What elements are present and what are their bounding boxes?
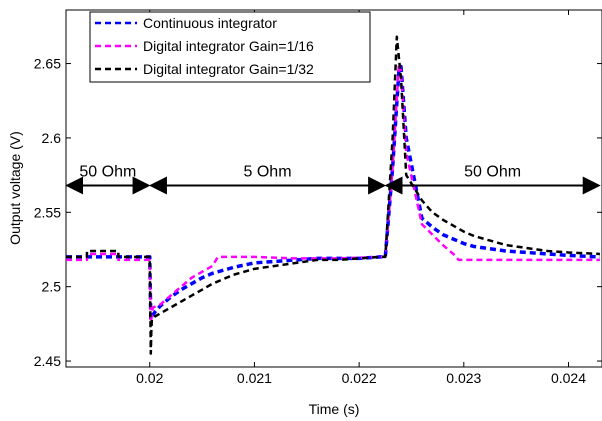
x-tick-label-4: 0.024 [551,370,586,386]
y-axis-title: Output voltage (V) [7,131,23,245]
annotation-layer: 50 Ohm 5 Ohm 50 Ohm [65,164,601,195]
legend-label-gain32: Digital integrator Gain=1/32 [143,61,314,77]
series-line-1 [66,62,600,324]
region-label-1: 5 Ohm [244,164,292,181]
x-tick-label-3: 0.023 [446,370,481,386]
ticks-layer: 0.02 0.021 0.022 0.023 0.024 2.45 2.5 2.55 2.6 2.… [34,10,602,386]
x-axis-title: Time (s) [309,401,360,417]
legend-label-continuous: Continuous integrator [143,15,277,31]
region-label-0: 50 Ohm [79,164,136,181]
series-line-0 [66,64,600,322]
y-tick-label-1: 2.5 [42,279,62,295]
legend-label-gain16: Digital integrator Gain=1/16 [143,38,314,54]
y-tick-label-2: 2.55 [34,204,61,220]
x-tick-label-0: 0.02 [136,370,163,386]
x-tick-label-1: 0.021 [237,370,272,386]
y-tick-label-4: 2.65 [34,56,61,72]
series-line-2 [66,35,600,355]
legend: Continuous integrator Digital integrator… [89,11,371,83]
y-tick-label-0: 2.45 [34,353,61,369]
series-layer [66,35,600,355]
y-tick-label-3: 2.6 [42,130,62,146]
x-tick-label-2: 0.022 [342,370,377,386]
region-label-2: 50 Ohm [464,164,521,181]
